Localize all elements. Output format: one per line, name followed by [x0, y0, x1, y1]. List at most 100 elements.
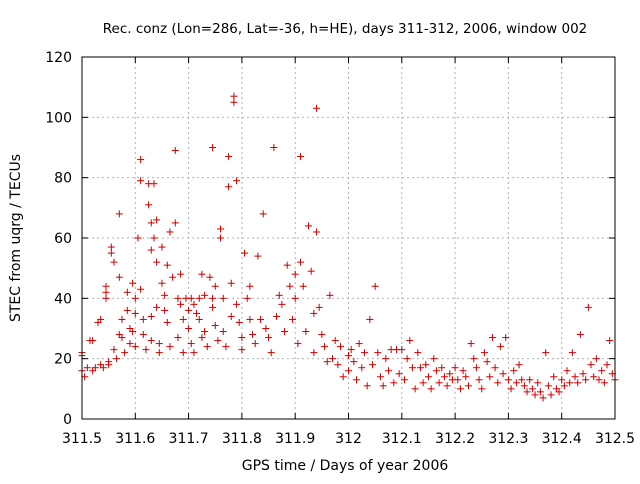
- data-point: [438, 364, 446, 372]
- data-point: [137, 285, 145, 293]
- data-point: [89, 337, 97, 345]
- data-point: [259, 210, 267, 218]
- data-point: [209, 303, 217, 311]
- data-point: [424, 373, 432, 381]
- data-point: [217, 234, 225, 242]
- data-point: [134, 234, 142, 242]
- data-point: [193, 309, 201, 317]
- data-point: [411, 385, 419, 393]
- data-point: [227, 279, 235, 287]
- data-point: [432, 367, 440, 375]
- data-point: [278, 300, 286, 308]
- data-point: [542, 349, 550, 357]
- x-tick-label: 311.8: [222, 431, 262, 447]
- data-point: [105, 361, 113, 369]
- data-point: [606, 337, 614, 345]
- y-axis-ticks: 0 20 40 60 80 100 120: [45, 50, 615, 428]
- data-point: [376, 373, 384, 381]
- y-axis-label: STEC from uqrg / TECUs: [8, 154, 24, 322]
- data-point: [107, 243, 115, 251]
- data-point: [174, 334, 182, 342]
- data-point: [262, 325, 270, 332]
- data-point: [171, 219, 179, 227]
- data-point: [115, 210, 123, 218]
- data-point: [83, 364, 91, 372]
- data-point: [339, 373, 347, 381]
- data-point: [201, 328, 209, 336]
- data-point: [520, 382, 528, 390]
- data-point: [595, 376, 603, 384]
- data-point: [179, 349, 187, 357]
- data-point: [395, 370, 403, 378]
- data-point: [384, 367, 392, 375]
- data-point: [246, 282, 254, 290]
- data-point: [174, 294, 182, 302]
- data-point: [598, 367, 606, 375]
- data-point: [195, 294, 203, 302]
- data-point: [137, 156, 145, 164]
- data-point: [225, 183, 233, 191]
- data-point: [169, 273, 177, 281]
- data-point: [139, 315, 147, 323]
- y-tick-label: 100: [45, 110, 72, 126]
- data-point: [587, 361, 595, 369]
- data-point: [121, 349, 129, 357]
- data-point: [198, 270, 206, 278]
- data-point: [235, 318, 243, 326]
- data-point: [374, 349, 382, 357]
- data-point: [427, 385, 435, 393]
- data-point: [233, 300, 241, 308]
- data-point: [299, 282, 307, 290]
- data-point: [502, 334, 510, 342]
- data-point: [478, 385, 486, 393]
- y-tick-label: 120: [45, 50, 72, 66]
- data-point: [227, 312, 235, 320]
- data-point: [281, 328, 289, 336]
- data-point: [102, 282, 110, 290]
- data-point: [217, 225, 225, 233]
- data-point: [219, 328, 227, 336]
- data-point: [486, 373, 494, 381]
- data-point: [563, 367, 571, 375]
- data-point: [568, 349, 576, 357]
- data-point: [137, 177, 145, 185]
- data-point: [504, 376, 512, 384]
- data-point: [225, 153, 233, 161]
- y-tick-label: 0: [63, 412, 72, 428]
- data-point: [254, 252, 262, 260]
- data-point: [219, 294, 227, 302]
- data-point: [190, 300, 198, 308]
- data-point: [289, 315, 297, 323]
- data-point: [558, 376, 566, 384]
- data-point: [150, 234, 158, 242]
- data-point: [270, 144, 278, 151]
- data-point: [222, 343, 230, 351]
- data-point: [345, 352, 352, 360]
- data-point: [155, 349, 163, 357]
- data-point: [459, 367, 467, 375]
- data-point: [334, 361, 342, 369]
- y-tick-label: 60: [54, 231, 72, 247]
- data-point: [110, 258, 118, 266]
- data-point: [528, 385, 536, 393]
- data-point: [414, 349, 422, 357]
- data-point: [153, 303, 161, 311]
- data-point: [126, 340, 134, 348]
- data-point: [161, 291, 169, 299]
- data-point: [198, 334, 206, 342]
- data-point: [153, 258, 161, 266]
- data-point: [345, 367, 352, 375]
- x-tick-label: 311.7: [169, 431, 209, 447]
- data-point: [366, 315, 374, 323]
- data-point: [230, 92, 238, 100]
- x-tick-label: 311.9: [275, 431, 315, 447]
- data-point: [249, 331, 257, 339]
- data-point: [315, 303, 323, 311]
- data-point: [123, 306, 131, 314]
- x-tick-label: 312.3: [488, 431, 528, 447]
- data-point: [408, 364, 416, 372]
- data-point: [131, 309, 139, 317]
- data-point: [584, 303, 592, 311]
- data-point: [475, 376, 483, 384]
